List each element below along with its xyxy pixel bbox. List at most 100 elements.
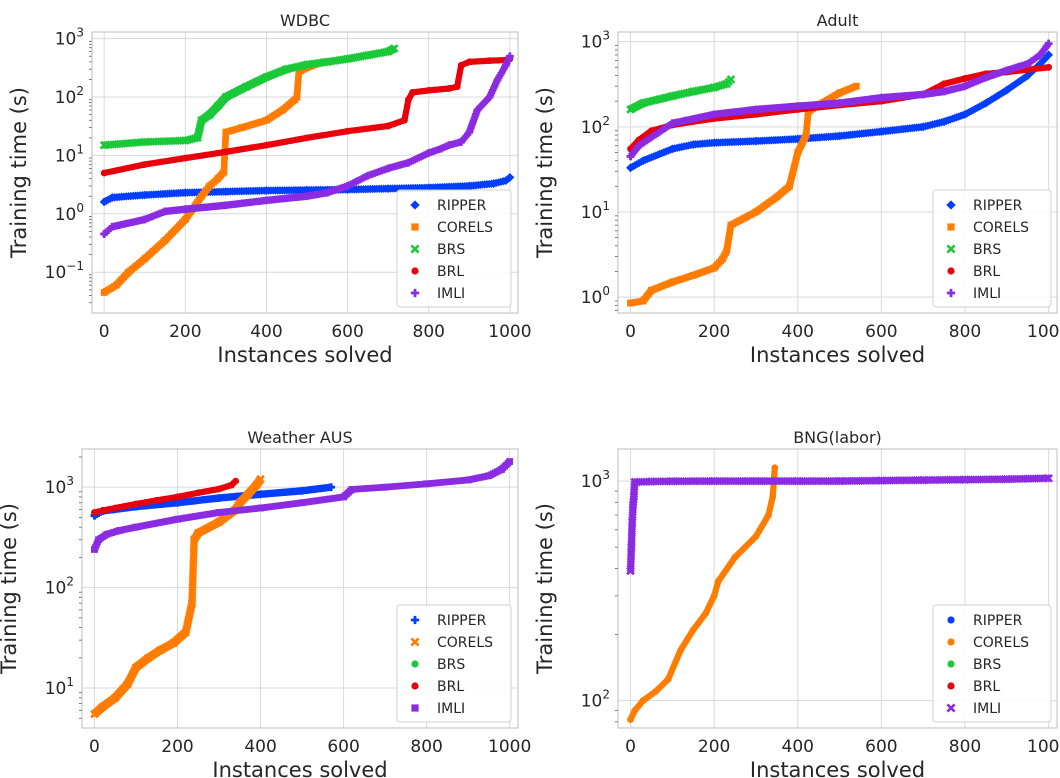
data-point bbox=[409, 89, 416, 96]
data-point bbox=[220, 168, 228, 176]
legend-label: RIPPER bbox=[973, 613, 1023, 629]
plot-frame bbox=[617, 448, 1058, 729]
data-point bbox=[627, 716, 634, 723]
data-point bbox=[100, 169, 108, 177]
chart-panel: 0 200 400 600 800 1000 101 102 103 Weather AUS Ins… bbox=[0, 428, 531, 778]
data-point bbox=[327, 483, 336, 492]
data-point bbox=[1044, 39, 1053, 48]
data-point bbox=[1002, 474, 1012, 484]
data-point bbox=[213, 101, 223, 111]
data-point bbox=[298, 486, 306, 495]
x-tick-label: 0 bbox=[99, 322, 110, 342]
data-point bbox=[206, 182, 214, 190]
data-point bbox=[505, 172, 515, 182]
data-point bbox=[626, 566, 635, 576]
data-point bbox=[221, 92, 231, 102]
data-point bbox=[626, 163, 635, 173]
data-point bbox=[107, 193, 117, 202]
data-point bbox=[112, 281, 120, 289]
x-tick-label: 1000 bbox=[488, 737, 531, 757]
data-point bbox=[727, 221, 735, 229]
data-point bbox=[1002, 85, 1012, 95]
data-point bbox=[322, 57, 332, 67]
data-point bbox=[181, 627, 191, 637]
data-point bbox=[91, 546, 98, 553]
y-axis-label: Training time (s) bbox=[0, 503, 21, 675]
legend-marker bbox=[411, 682, 419, 690]
data-point bbox=[140, 137, 150, 147]
legend-marker bbox=[947, 638, 955, 646]
x-tick-label: 1000 bbox=[1027, 322, 1060, 342]
data-point bbox=[877, 476, 886, 485]
legend-marker bbox=[410, 244, 420, 254]
y-tick-label: 10−1 bbox=[45, 259, 84, 283]
data-point bbox=[1044, 50, 1054, 60]
legend-label: RIPPER bbox=[437, 198, 487, 214]
data-point bbox=[131, 663, 141, 672]
data-point bbox=[961, 82, 969, 91]
chart-panel: 0 200 400 600 800 1000 100 101 102 103 Adult Instan… bbox=[533, 11, 1060, 367]
data-point bbox=[161, 237, 169, 244]
data-point bbox=[404, 158, 413, 167]
series-brl bbox=[91, 477, 240, 516]
chart-panel: 0 200 400 600 800 1000 102 103 BNG(labor) Instanc… bbox=[533, 428, 1060, 778]
data-point bbox=[731, 553, 739, 561]
y-tick-label: 103 bbox=[581, 468, 610, 492]
data-point bbox=[103, 530, 111, 538]
data-point bbox=[256, 474, 265, 484]
legend-box bbox=[396, 604, 512, 723]
data-point bbox=[425, 86, 433, 94]
data-point bbox=[115, 527, 123, 534]
data-point bbox=[457, 138, 466, 146]
chart-title: Adult bbox=[817, 11, 859, 30]
x-tick-label: 800 bbox=[413, 322, 445, 342]
legend: RIPPER CORELS BRS BRL IMLI bbox=[932, 604, 1052, 723]
legend-marker bbox=[410, 288, 420, 298]
legend-label: BRL bbox=[437, 264, 464, 280]
data-point bbox=[381, 483, 389, 491]
legend-marker bbox=[411, 660, 419, 668]
data-point bbox=[95, 536, 103, 544]
data-point bbox=[323, 188, 332, 197]
data-point bbox=[485, 93, 494, 101]
plot-frame bbox=[91, 31, 519, 314]
data-point bbox=[486, 57, 493, 65]
x-tick-label: 600 bbox=[327, 737, 359, 757]
data-point bbox=[243, 489, 253, 499]
x-tick-label: 800 bbox=[949, 322, 981, 342]
series-corels bbox=[627, 464, 779, 723]
data-point bbox=[786, 182, 793, 190]
legend-label: BRS bbox=[437, 657, 465, 673]
series-brs bbox=[626, 75, 736, 114]
plot-frame bbox=[81, 448, 519, 729]
legend-marker bbox=[946, 200, 956, 210]
data-point bbox=[215, 494, 223, 502]
legend-marker bbox=[947, 660, 955, 668]
data-point bbox=[918, 122, 928, 132]
data-point bbox=[214, 517, 224, 527]
data-point bbox=[453, 83, 461, 91]
legend-marker bbox=[410, 637, 420, 647]
data-point bbox=[383, 184, 393, 194]
legend-label: BRL bbox=[973, 679, 1000, 695]
series-corels bbox=[627, 82, 860, 307]
data-point bbox=[141, 161, 149, 168]
data-point bbox=[90, 709, 99, 719]
data-point bbox=[141, 255, 149, 263]
data-point bbox=[836, 89, 843, 97]
data-point bbox=[1036, 50, 1045, 59]
legend-box bbox=[396, 189, 512, 308]
data-point bbox=[98, 702, 108, 712]
data-point bbox=[174, 515, 181, 523]
data-point bbox=[194, 489, 202, 497]
x-axis-label: Instances solved bbox=[217, 343, 392, 367]
data-point bbox=[198, 192, 205, 200]
data-point bbox=[804, 108, 812, 116]
x-tick-label: 0 bbox=[89, 737, 100, 757]
data-point bbox=[161, 207, 169, 216]
data-point bbox=[793, 102, 802, 111]
data-point bbox=[794, 149, 802, 156]
data-point bbox=[235, 498, 245, 508]
legend-marker bbox=[411, 704, 419, 712]
data-point bbox=[222, 148, 230, 156]
